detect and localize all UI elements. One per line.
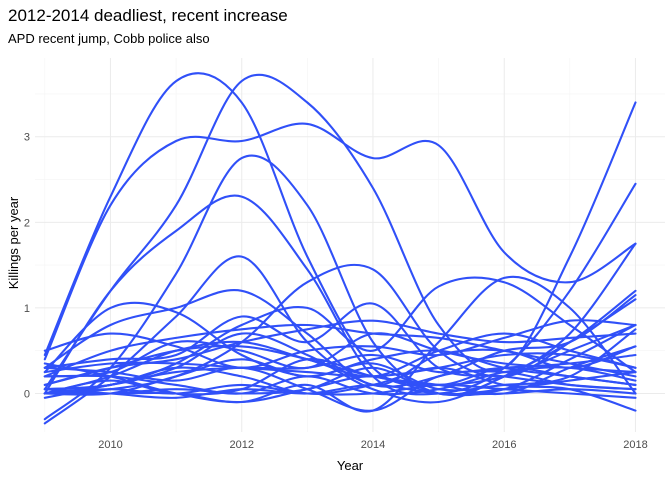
y-tick-label: 2 [24,217,30,229]
series-line-6 [43,255,637,425]
y-tick-labels: 0 1 2 3 [24,132,30,401]
series-line-13 [43,319,637,369]
series-line-23 [43,366,637,412]
series-line-17 [43,352,637,378]
x-tick-label: 2010 [98,439,122,451]
x-tick-label: 2016 [492,439,516,451]
series-line-4 [43,182,637,396]
series-line-3 [43,73,637,391]
series-line-2 [43,122,637,361]
series-line-14 [43,323,637,378]
series-line-20 [43,366,637,396]
x-tick-labels: 2010 2012 2014 2016 2018 [98,439,647,451]
y-tick-label: 3 [24,132,30,144]
series-line-29 [43,332,637,378]
x-tick-label: 2012 [229,439,253,451]
x-tick-label: 2014 [361,439,385,451]
series-line-28 [43,345,637,396]
y-axis-title: Killings per year [6,196,21,289]
series-line-24 [43,323,637,386]
y-tick-label: 0 [24,388,30,400]
chart-subtitle: APD recent jump, Cobb police also [8,31,210,46]
x-tick-label: 2018 [623,439,647,451]
series-line-26 [43,362,637,404]
chart-title: 2012-2014 deadliest, recent increase [8,6,288,25]
series-line-27 [43,298,637,404]
y-tick-label: 1 [24,303,30,315]
series-lines [43,72,637,425]
series-line-30 [43,383,637,399]
x-axis-title: Year [337,458,364,473]
